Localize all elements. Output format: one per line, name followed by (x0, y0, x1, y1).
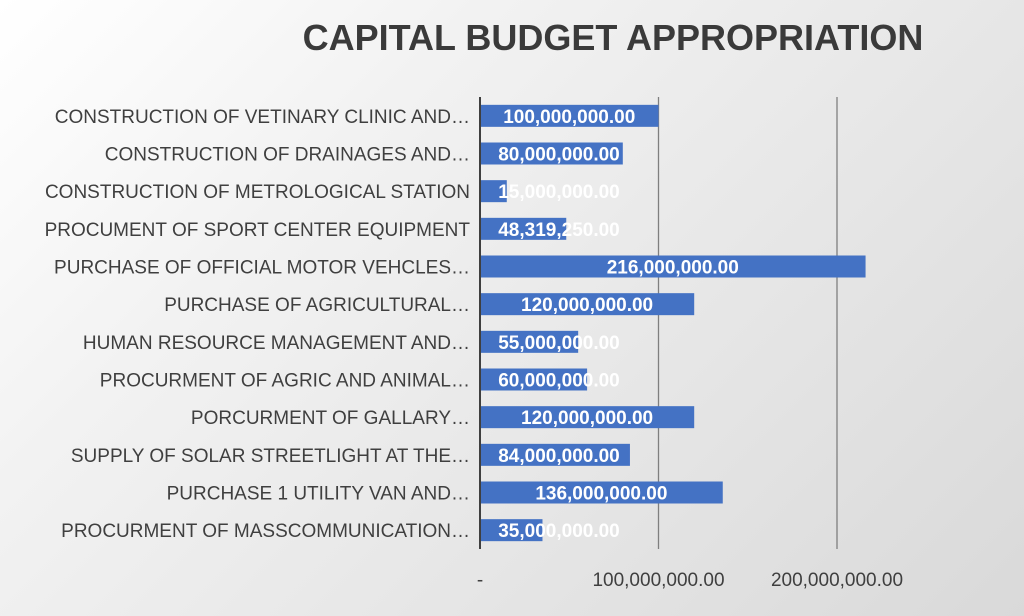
x-tick-label: - (477, 570, 483, 591)
data-label: 55,000,000.00 (498, 333, 620, 354)
category-label: PROCURMENT OF MASSCOMMUNICATION… (61, 521, 470, 542)
x-tick-label: 100,000,000.00 (592, 570, 724, 591)
data-label: 216,000,000.00 (607, 258, 739, 279)
data-label: 80,000,000.00 (498, 145, 620, 166)
bar (480, 217, 567, 240)
bar (480, 519, 543, 542)
data-label: 35,000,000.00 (498, 521, 620, 542)
x-tick-labels: - 100,000,000.00 200,000,000.00 (477, 570, 903, 591)
category-label: SUPPLY OF SOLAR STREETLIGHT AT THE… (71, 446, 470, 467)
category-labels: CONSTRUCTION OF VETINARY CLINIC AND… CONS… (45, 107, 471, 542)
category-label: CONSTRUCTION OF DRAINAGES AND… (105, 145, 470, 166)
bar (480, 406, 695, 429)
bar (480, 255, 866, 278)
data-label: 15,000,000.00 (498, 182, 620, 203)
category-label: PURCHASE 1 UTILITY VAN AND… (167, 484, 470, 505)
gridlines (657, 97, 838, 549)
bar (480, 293, 695, 316)
data-label: 100,000,000.00 (503, 107, 635, 128)
category-label: PURCHASE OF AGRICULTURAL… (164, 295, 470, 316)
data-label: 120,000,000.00 (521, 408, 653, 429)
category-label: CONSTRUCTION OF VETINARY CLINIC AND… (55, 107, 470, 128)
data-label: 60,000,000.00 (498, 371, 620, 392)
category-label: PROCURMENT OF AGRIC AND ANIMAL… (100, 371, 470, 392)
category-label: PROCUMENT OF SPORT CENTER EQUIPMENT (45, 220, 471, 241)
bar (480, 443, 630, 466)
x-tick-label: 200,000,000.00 (771, 570, 903, 591)
bar (480, 330, 579, 353)
category-label: HUMAN RESOURCE MANAGEMENT AND… (83, 333, 470, 354)
data-label: 48,319,250.00 (498, 220, 620, 241)
bar (480, 104, 659, 127)
chart-title: CAPITAL BUDGET APPROPRIATION (303, 17, 924, 58)
data-label: 136,000,000.00 (535, 484, 667, 505)
category-label: PORCURMENT OF GALLARY… (191, 408, 470, 429)
bar (480, 180, 507, 203)
category-label: CONSTRUCTION OF METROLOGICAL STATION (45, 182, 470, 203)
data-labels: 100,000,000.00 80,000,000.00 15,000,000.00… (498, 107, 739, 542)
bar (480, 368, 588, 391)
bar (480, 481, 723, 504)
bars (480, 104, 866, 542)
bar (480, 142, 623, 165)
data-label: 84,000,000.00 (498, 446, 620, 467)
data-label: 120,000,000.00 (521, 295, 653, 316)
category-label: PURCHASE OF OFFICIAL MOTOR VEHCLES… (54, 258, 470, 279)
